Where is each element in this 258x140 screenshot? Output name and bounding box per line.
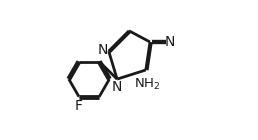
Text: F: F [74, 100, 82, 114]
Text: N: N [97, 43, 108, 57]
Text: NH$_2$: NH$_2$ [134, 76, 160, 92]
Text: N: N [112, 80, 122, 94]
Text: N: N [165, 35, 175, 49]
